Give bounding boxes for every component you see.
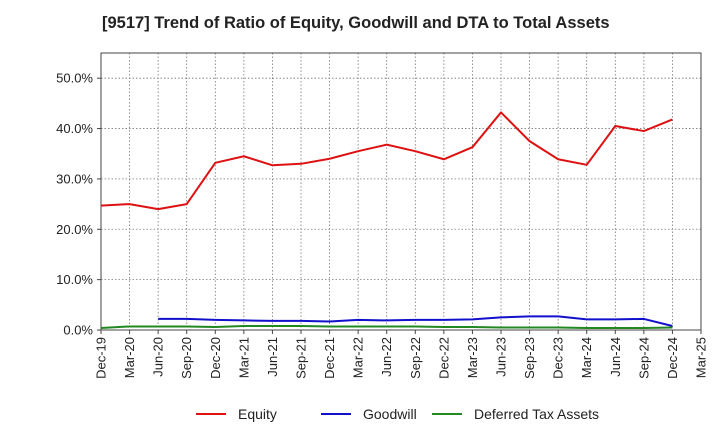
x-tick-label: Dec-24 (665, 337, 680, 379)
x-tick-label: Mar-25 (694, 337, 709, 378)
y-tick-label: 40.0% (56, 121, 93, 136)
x-tick-label: Jun-23 (494, 337, 509, 377)
legend-label: Deferred Tax Assets (474, 406, 599, 422)
y-tick-label: 0.0% (63, 323, 93, 338)
x-tick-label: Sep-20 (179, 337, 194, 379)
plot-frame (100, 52, 702, 331)
x-tick-label: Mar-23 (465, 337, 480, 378)
x-tick-label: Dec-22 (436, 337, 451, 379)
x-tick-label: Dec-19 (94, 337, 109, 379)
x-tick-label: Sep-22 (408, 337, 423, 379)
x-tick-label: Sep-21 (294, 337, 309, 379)
x-tick-label: Jun-24 (608, 337, 623, 377)
x-tick-label: Jun-20 (151, 337, 166, 377)
x-tick-label: Jun-21 (265, 337, 280, 377)
chart-title: [9517] Trend of Ratio of Equity, Goodwil… (102, 14, 610, 32)
series-line-equity (100, 111, 673, 211)
legend-label: Equity (238, 406, 277, 422)
legend-label: Goodwill (363, 406, 417, 422)
y-tick-label: 10.0% (56, 272, 93, 287)
x-tick-label: Mar-22 (351, 337, 366, 378)
x-tick-label: Mar-24 (579, 337, 594, 378)
x-tick-label: Dec-23 (551, 337, 566, 379)
x-tick-label: Mar-20 (122, 337, 137, 378)
x-tick-label: Dec-20 (208, 337, 223, 379)
x-tick-label: Sep-24 (636, 337, 651, 379)
plot-area (101, 53, 701, 330)
x-tick-label: Dec-21 (322, 337, 337, 379)
y-tick-label: 30.0% (56, 171, 93, 186)
y-tick-label: 50.0% (56, 71, 93, 86)
series-line-goodwill (158, 315, 673, 327)
series-line-deferred-tax-assets (100, 324, 673, 329)
x-tick-label: Jun-22 (379, 337, 394, 377)
y-tick-label: 20.0% (56, 222, 93, 237)
x-tick-label: Sep-23 (522, 337, 537, 379)
x-tick-label: Mar-21 (236, 337, 251, 378)
